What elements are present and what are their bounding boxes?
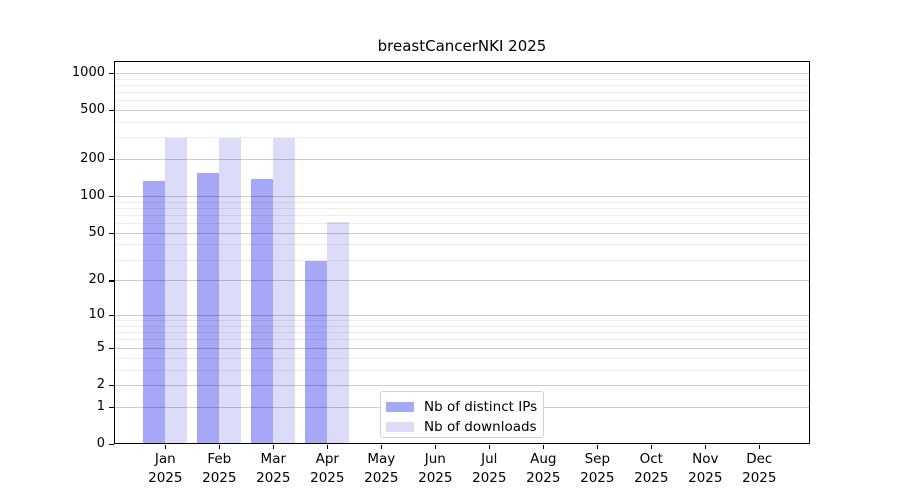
bar-distinct-ips-Mar — [251, 179, 274, 444]
x-tickmark — [435, 445, 437, 449]
x-tickmark — [327, 445, 329, 449]
minor-gridline — [114, 201, 810, 203]
x-axis-tick-label: May 2025 — [364, 451, 399, 486]
y-tickmark — [109, 159, 114, 161]
y-tickmark — [109, 196, 114, 198]
x-axis-tick-label: Apr 2025 — [310, 451, 345, 486]
minor-gridline — [114, 121, 810, 123]
minor-gridline — [114, 207, 810, 209]
y-axis-tick-label: 2 — [96, 376, 105, 392]
x-axis-tick-label: Dec 2025 — [742, 451, 777, 486]
x-axis-tick-label: Feb 2025 — [202, 451, 237, 486]
x-tickmark — [759, 445, 761, 449]
legend-swatch-downloads — [386, 421, 414, 432]
y-tickmark — [109, 384, 114, 387]
x-tickmark — [273, 445, 275, 449]
bar-downloads-Feb — [219, 138, 242, 444]
major-gridline — [114, 196, 810, 198]
y-axis-tick-label: 1 — [96, 398, 105, 414]
y-axis-tick-label: 1000 — [71, 64, 105, 80]
y-axis-tick-label: 200 — [80, 151, 105, 167]
y-axis-tick-label: 20 — [88, 272, 105, 288]
x-axis-tick-label: Aug 2025 — [526, 451, 561, 486]
x-tickmark — [651, 445, 653, 449]
major-gridline — [114, 384, 810, 386]
y-tickmark — [109, 280, 114, 282]
y-axis-tick-label: 50 — [88, 224, 105, 240]
y-axis-tick-label: 0 — [96, 436, 105, 451]
legend: Nb of distinct IPs Nb of downloads — [380, 391, 544, 438]
x-axis-tick-label: Nov 2025 — [688, 451, 723, 486]
x-tickmark — [489, 445, 491, 449]
x-tickmark — [219, 445, 221, 449]
minor-gridline — [114, 91, 810, 93]
minor-gridline — [114, 100, 810, 102]
major-gridline — [114, 72, 810, 74]
y-tickmark — [109, 232, 114, 234]
x-axis-tick-label: Sep 2025 — [580, 451, 615, 486]
minor-gridline — [114, 332, 810, 334]
chart-title: breastCancerNKI 2025 — [377, 37, 547, 55]
minor-gridline — [114, 259, 810, 261]
major-gridline — [114, 280, 810, 282]
minor-gridline — [114, 320, 810, 322]
bar-downloads-Mar — [273, 138, 296, 444]
y-tickmark — [109, 444, 114, 446]
major-gridline — [114, 110, 810, 112]
y-axis-tick-label: 5 — [96, 339, 105, 355]
y-axis-tick-label: 100 — [80, 188, 105, 204]
x-tickmark — [381, 445, 383, 449]
minor-gridline — [114, 244, 810, 246]
minor-gridline — [114, 214, 810, 216]
y-tickmark — [109, 72, 114, 75]
y-axis-tick-label: 500 — [80, 102, 105, 118]
x-axis-tick-label: Oct 2025 — [634, 451, 669, 486]
bar-downloads-Jan — [165, 138, 188, 444]
minor-gridline — [114, 357, 810, 359]
legend-item-downloads: Nb of downloads — [381, 417, 543, 436]
x-tickmark — [543, 445, 545, 449]
legend-item-distinct-ips: Nb of distinct IPs — [381, 397, 543, 416]
y-tickmark — [109, 110, 114, 112]
x-axis-tick-label: Jun 2025 — [418, 451, 453, 486]
y-tickmark — [109, 315, 114, 317]
y-tickmark — [109, 406, 114, 408]
bar-distinct-ips-Apr — [305, 261, 328, 444]
legend-swatch-distinct-ips — [386, 401, 414, 412]
x-tickmark — [705, 445, 707, 449]
x-tickmark — [597, 445, 599, 449]
minor-gridline — [114, 78, 810, 80]
y-axis-tick-label: 10 — [88, 307, 105, 323]
bar-downloads-Apr — [327, 222, 350, 444]
major-gridline — [114, 347, 810, 349]
y-tickmark — [109, 347, 114, 349]
bar-distinct-ips-Jan — [143, 181, 166, 444]
x-tickmark — [165, 445, 167, 449]
minor-gridline — [114, 339, 810, 341]
major-gridline — [114, 159, 810, 161]
x-axis-tick-label: Jul 2025 — [472, 451, 507, 486]
legend-label: Nb of distinct IPs — [424, 398, 538, 415]
bar-distinct-ips-Feb — [197, 173, 220, 444]
x-axis-tick-label: Jan 2025 — [148, 451, 183, 486]
major-gridline — [114, 232, 810, 234]
minor-gridline — [114, 137, 810, 139]
legend-label: Nb of downloads — [424, 418, 537, 435]
minor-gridline — [114, 84, 810, 86]
major-gridline — [114, 315, 810, 317]
minor-gridline — [114, 325, 810, 327]
minor-gridline — [114, 223, 810, 225]
x-axis-tick-label: Mar 2025 — [256, 451, 291, 486]
minor-gridline — [114, 369, 810, 371]
